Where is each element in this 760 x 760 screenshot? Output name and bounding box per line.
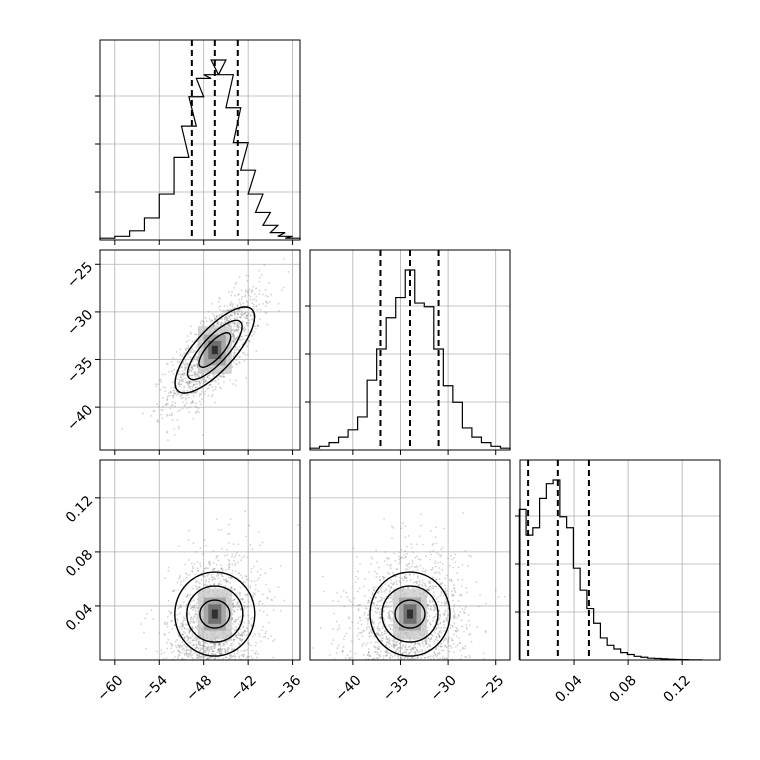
density-contour	[394, 599, 426, 629]
axes-frame	[309, 249, 511, 451]
histogram-step	[99, 59, 301, 240]
density-contour	[174, 306, 256, 394]
y-tick-label: −25	[64, 259, 96, 291]
x-tick-label: −60	[94, 672, 126, 704]
scatter-panel-2	[309, 459, 511, 665]
x-tick-label: −42	[228, 672, 260, 704]
density-contour	[174, 571, 256, 657]
y-tick-label: −30	[64, 307, 96, 339]
density-contour	[186, 585, 244, 643]
y-tick-label: −35	[64, 355, 96, 387]
histogram-step	[518, 479, 703, 661]
density-contour	[199, 599, 231, 629]
x-tick-label: −48	[183, 672, 215, 704]
x-tick-label: −30	[428, 672, 460, 704]
x-tick-label: −25	[475, 672, 507, 704]
density-contour	[369, 571, 451, 657]
y-tick-label: −40	[64, 402, 96, 434]
panel-content	[310, 460, 510, 660]
x-tick-label: −40	[332, 672, 364, 704]
y-tick-label: 0.08	[63, 547, 96, 580]
x-tick-label: 0.12	[661, 672, 694, 705]
x-tick-label: −54	[139, 672, 171, 704]
axes-frame	[99, 39, 301, 241]
y-tick-label: 0.04	[63, 601, 96, 634]
scatter-panel-1	[95, 459, 301, 665]
axes-frame	[99, 459, 301, 661]
panel-content	[100, 460, 300, 660]
axes-frame	[99, 249, 301, 451]
histogram-panel-0	[95, 39, 301, 245]
x-tick-label: 0.08	[606, 672, 639, 705]
density-contour	[381, 585, 439, 643]
axes-frame	[519, 459, 721, 661]
scatter-panel-0	[95, 249, 301, 455]
histogram-panel-1	[305, 249, 511, 455]
density-contour	[198, 332, 232, 368]
x-tick-label: 0.04	[552, 672, 585, 705]
density-contour	[186, 319, 243, 381]
x-tick-label: −36	[272, 672, 304, 704]
x-tick-label: −35	[380, 672, 412, 704]
axes-frame	[309, 459, 511, 661]
histogram-panel-2	[515, 459, 721, 665]
panel-content	[100, 250, 300, 450]
y-tick-label: 0.12	[63, 493, 96, 526]
